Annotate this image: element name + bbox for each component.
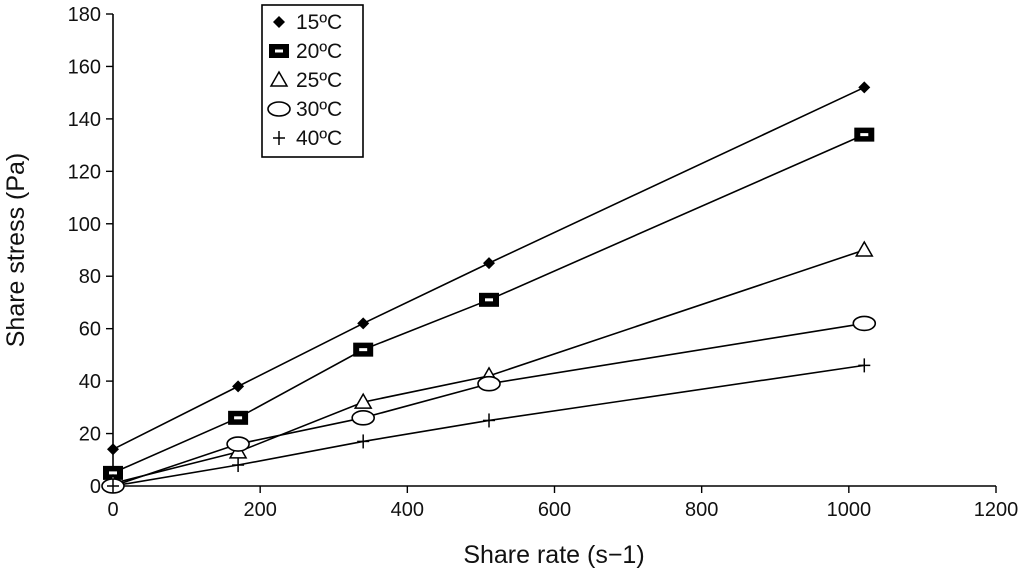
data-point xyxy=(477,375,501,392)
legend-label: 25ºC xyxy=(296,69,342,92)
legend-label: 20ºC xyxy=(296,40,342,63)
y-axis-title: Share stress (Pa) xyxy=(2,153,30,348)
x-ticks: 0 200 400 600 800 1000 1200 xyxy=(107,486,1018,521)
data-point xyxy=(479,292,500,307)
x-tick-label: 1000 xyxy=(827,499,872,521)
x-axis-title: Share rate (s−1) xyxy=(463,541,644,569)
y-tick-label: 100 xyxy=(68,214,101,236)
legend-marker xyxy=(269,44,289,58)
legend: 15ºC 20ºC 25ºC 30ºC 40ºC xyxy=(261,4,364,158)
data-point xyxy=(103,465,123,480)
data-point xyxy=(232,380,245,393)
y-tick-label: 160 xyxy=(68,56,101,78)
data-point xyxy=(357,434,370,449)
data-point xyxy=(852,315,877,332)
data-point xyxy=(107,443,119,456)
y-ticks: 0 20 40 60 80 100 120 140 160 180 xyxy=(68,4,113,498)
series-line-3 xyxy=(112,322,865,487)
y-tick-label: 120 xyxy=(68,161,101,183)
data-point xyxy=(353,342,374,357)
data-point xyxy=(858,81,871,94)
y-tick-label: 180 xyxy=(68,4,101,26)
data-point xyxy=(357,317,370,330)
x-tick-label: 1200 xyxy=(974,499,1019,521)
data-point xyxy=(483,413,496,428)
legend-marker xyxy=(269,70,289,87)
y-tick-label: 0 xyxy=(90,476,101,498)
y-tick-label: 80 xyxy=(79,266,101,288)
legend-label: 40ºC xyxy=(296,127,342,150)
data-point xyxy=(854,127,875,142)
data-point xyxy=(483,257,496,270)
data-point xyxy=(854,240,874,257)
legend-marker xyxy=(273,16,285,28)
x-tick-label: 200 xyxy=(243,499,276,521)
data-point xyxy=(107,479,119,493)
data-point xyxy=(858,358,871,373)
data-point xyxy=(353,392,373,409)
legend-marker xyxy=(267,101,291,117)
y-tick-label: 20 xyxy=(79,424,101,446)
y-tick-label: 140 xyxy=(68,109,101,131)
data-point xyxy=(232,458,245,473)
y-tick-label: 40 xyxy=(79,371,101,393)
series-markers xyxy=(101,81,877,494)
legend-label: 15ºC xyxy=(296,11,342,34)
data-point xyxy=(226,436,250,452)
data-point xyxy=(228,410,249,425)
legend-label: 30ºC xyxy=(296,98,342,121)
x-tick-label: 0 xyxy=(107,499,118,521)
x-tick-label: 600 xyxy=(538,499,571,521)
legend-marker xyxy=(273,131,285,145)
y-tick-label: 60 xyxy=(79,319,101,341)
x-tick-label: 400 xyxy=(391,499,424,521)
x-tick-label: 800 xyxy=(685,499,718,521)
data-point xyxy=(351,410,375,426)
